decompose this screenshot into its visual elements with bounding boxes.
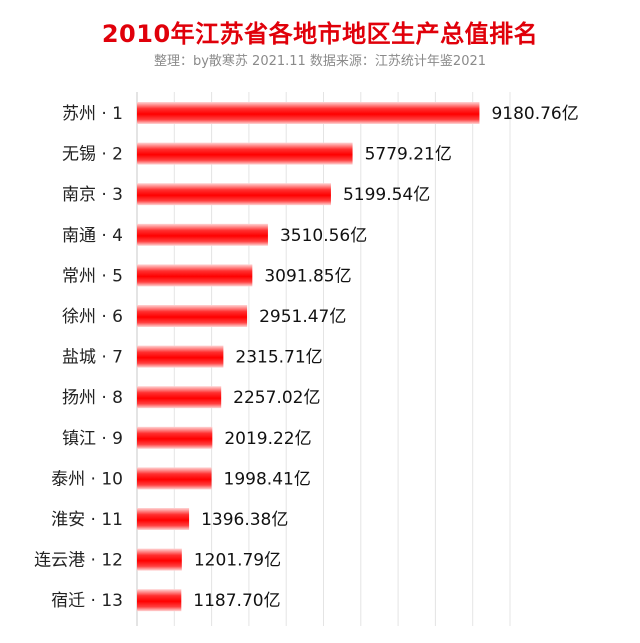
value-label: 1998.41亿 (224, 469, 311, 489)
value-label: 5779.21亿 (365, 145, 452, 165)
bar (137, 508, 190, 530)
chart-subtitle: 整理：by散寒苏 2021.11 数据来源：江苏统计年鉴2021 (153, 54, 487, 69)
category-label: 连云港 · 12 (34, 551, 123, 571)
value-label: 5199.54亿 (343, 185, 430, 205)
category-label: 泰州 · 10 (51, 469, 123, 489)
bar (137, 183, 331, 206)
bar (137, 223, 268, 246)
category-label: 宿迁 · 13 (51, 591, 123, 611)
bar (137, 264, 253, 287)
bar (137, 426, 213, 449)
bar (137, 589, 182, 612)
value-label: 2257.02亿 (233, 388, 320, 408)
category-label: 淮安 · 11 (51, 510, 123, 530)
chart-title: 2010年江苏省各地市地区生产总值排名 (101, 20, 539, 48)
value-label: 1396.38亿 (201, 510, 288, 530)
bar (137, 305, 248, 327)
value-label: 1187.70亿 (193, 591, 280, 611)
value-label: 3510.56亿 (280, 226, 367, 246)
category-label: 南京 · 3 (62, 185, 123, 205)
value-label: 2951.47亿 (259, 307, 346, 327)
value-label: 2315.71亿 (235, 348, 322, 368)
category-label: 常州 · 5 (62, 266, 123, 286)
category-label: 无锡 · 2 (62, 145, 123, 165)
category-label: 南通 · 4 (62, 226, 123, 246)
category-label: 苏州 · 1 (62, 104, 123, 124)
bar (137, 386, 222, 409)
bar (137, 345, 224, 368)
category-label: 徐州 · 6 (62, 307, 123, 327)
value-label: 2019.22亿 (224, 429, 311, 449)
value-label: 3091.85亿 (264, 266, 351, 286)
category-label: 盐城 · 7 (62, 348, 123, 368)
category-label: 镇江 · 9 (62, 429, 123, 449)
category-label: 扬州 · 8 (62, 388, 123, 408)
bar (137, 467, 212, 490)
value-label: 9180.76亿 (491, 104, 578, 124)
bar (137, 142, 353, 165)
bars (137, 102, 480, 612)
bar (137, 548, 182, 571)
value-label: 1201.79亿 (194, 551, 281, 571)
bar (137, 102, 480, 124)
